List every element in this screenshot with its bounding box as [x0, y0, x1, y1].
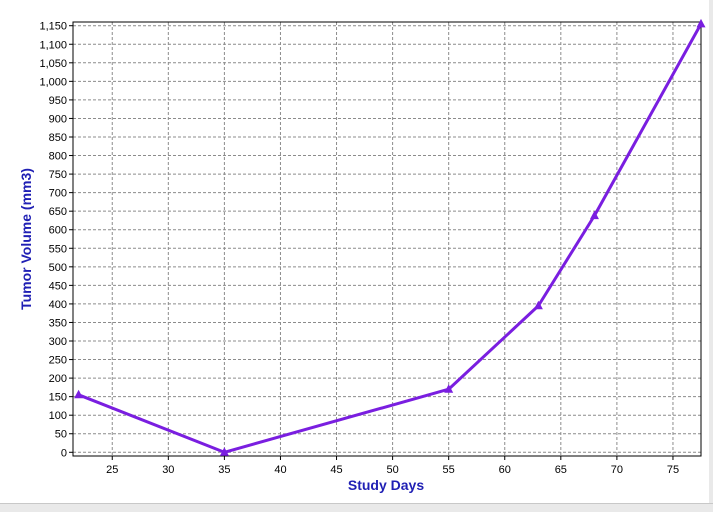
plot-area [73, 22, 701, 456]
y-tick-label: 100 [49, 410, 67, 422]
y-tick-label: 300 [49, 336, 67, 348]
y-tick-label: 850 [49, 132, 67, 144]
y-tick-label: 350 [49, 317, 67, 329]
data-point [74, 389, 84, 399]
data-point [696, 18, 706, 28]
y-tick-label: 900 [49, 113, 67, 125]
y-tick-label: 550 [49, 243, 67, 255]
y-tick-label: 700 [49, 188, 67, 200]
window-edge-bottom [0, 503, 713, 512]
y-tick-label: 250 [49, 355, 67, 367]
y-axis-title: Tumor Volume (mm3) [18, 168, 34, 310]
y-tick-label: 450 [49, 280, 67, 292]
x-tick-label: 60 [499, 464, 511, 476]
y-tick-label: 600 [49, 225, 67, 237]
y-tick-label: 950 [49, 95, 67, 107]
series-line [78, 23, 703, 454]
y-tick-label: 750 [49, 169, 67, 181]
y-tick-label: 400 [49, 299, 67, 311]
y-tick-label: 1,050 [39, 58, 67, 70]
data-point [444, 384, 454, 393]
x-tick-label: 50 [386, 464, 398, 476]
gridlines [73, 22, 701, 456]
x-tick-label: 75 [667, 464, 679, 476]
x-tick-label: 30 [162, 464, 174, 476]
x-tick-label: 25 [106, 464, 118, 476]
y-tick-label: 50 [55, 429, 67, 441]
y-tick-label: 1,150 [39, 21, 67, 33]
y-tick-label: 500 [49, 262, 67, 274]
series [74, 18, 706, 456]
data-point [533, 300, 543, 310]
data-point [219, 447, 229, 456]
x-tick-label: 65 [555, 464, 567, 476]
x-tick-label: 70 [611, 464, 623, 476]
plot-border [72, 21, 702, 457]
window-edge-right [709, 0, 713, 503]
x-tick-label: 35 [218, 464, 230, 476]
y-tick-label: 200 [49, 373, 67, 385]
x-tick-label: 55 [443, 464, 455, 476]
y-tick-label: 150 [49, 392, 67, 404]
axis-ticks: 25 30 35 40 45 50 55 60 65 70 75050100150200250300… [39, 21, 679, 476]
x-axis-title: Study Days [348, 477, 424, 493]
data-point [589, 210, 599, 220]
y-tick-label: 800 [49, 151, 67, 163]
y-tick-label: 650 [49, 206, 67, 218]
y-tick-label: 1,000 [39, 76, 67, 88]
x-tick-label: 40 [274, 464, 286, 476]
x-tick-label: 45 [330, 464, 342, 476]
y-tick-label: 1,100 [39, 39, 67, 51]
y-tick-label: 0 [61, 447, 67, 459]
